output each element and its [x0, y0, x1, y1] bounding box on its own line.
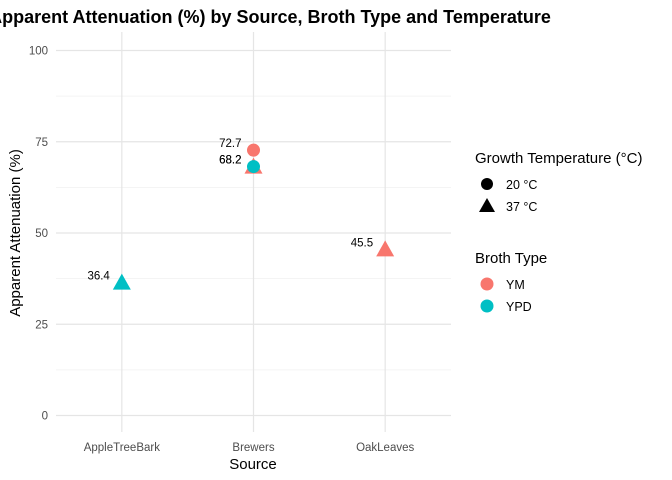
legend-color-title: Broth Type — [475, 250, 547, 267]
x-tick-label: AppleTreeBark — [84, 442, 161, 454]
chart-title: Apparent Attenuation (%) by Source, Brot… — [0, 7, 551, 27]
x-tick-label: Brewers — [232, 442, 274, 454]
legend-circle-icon — [481, 178, 493, 190]
legend-shape-label-37c: 37 °C — [506, 200, 537, 214]
legend-color-label-ypd: YPD — [506, 300, 532, 314]
y-tick-label: 50 — [35, 228, 48, 240]
legend-ym-swatch — [480, 277, 494, 291]
x-tick-labels: AppleTreeBark Brewers OakLeaves — [84, 442, 415, 454]
y-tick-label: 75 — [35, 137, 48, 149]
data-points — [112, 143, 395, 290]
data-label: 68.2 — [219, 155, 241, 167]
y-tick-label: 0 — [42, 411, 48, 423]
data-label: 36.4 — [87, 271, 110, 283]
data-point-triangle — [376, 240, 395, 257]
y-tick-labels: 0 25 50 75 100 — [29, 46, 48, 423]
x-axis-title: Source — [229, 456, 277, 473]
grid-layer — [56, 32, 451, 432]
legend-triangle-icon — [479, 198, 495, 212]
data-point-circle — [247, 143, 260, 157]
data-point-circle — [247, 160, 260, 174]
data-label: 72.7 — [219, 138, 241, 150]
data-point-triangle — [112, 273, 131, 290]
legend-ypd-swatch — [480, 299, 494, 313]
data-labels: 36.472.768.268.245.5 — [87, 138, 373, 282]
legend: Growth Temperature (°C) 20 °C 37 °C Brot… — [475, 150, 642, 314]
legend-shape-title: Growth Temperature (°C) — [475, 150, 642, 167]
y-tick-label: 100 — [29, 46, 48, 58]
y-axis-title: Apparent Attenuation (%) — [7, 149, 24, 317]
y-tick-label: 25 — [35, 319, 48, 331]
x-tick-label: OakLeaves — [356, 442, 414, 454]
data-label: 68.2 — [219, 155, 241, 167]
legend-shape-label-20c: 20 °C — [506, 178, 537, 192]
legend-color-label-ym: YM — [506, 278, 525, 292]
data-label: 45.5 — [351, 237, 373, 249]
